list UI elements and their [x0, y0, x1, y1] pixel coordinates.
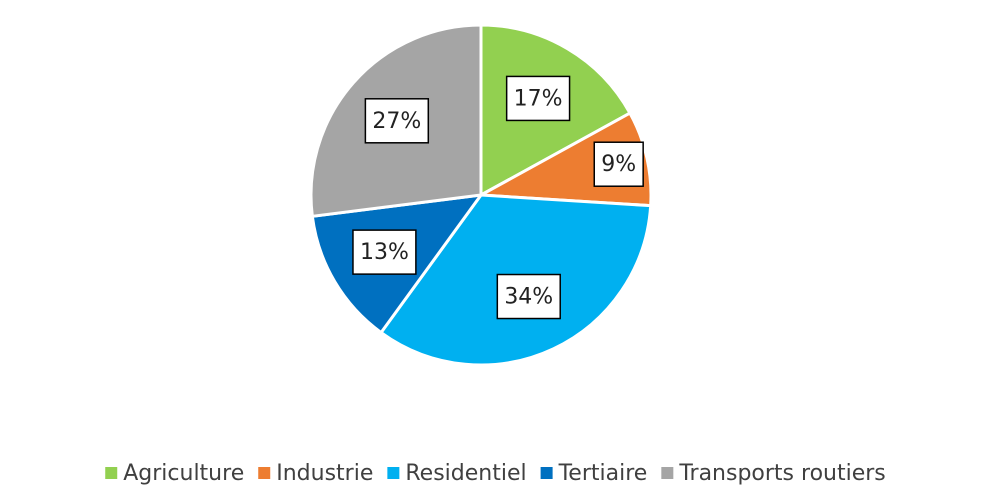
legend-swatch	[105, 467, 118, 479]
legend-swatch	[661, 467, 674, 479]
data-label-box	[352, 229, 417, 275]
data-label: 27%	[372, 109, 421, 134]
legend: Agriculture Industrie Residentiel Tertiaire…	[105, 461, 886, 486]
data-label-box	[593, 141, 644, 187]
data-label: 34%	[504, 285, 553, 310]
legend-label: Agriculture	[123, 461, 244, 486]
data-label: 17%	[514, 86, 563, 111]
data-label: 9%	[601, 152, 636, 177]
data-label-box	[364, 98, 430, 144]
data-label-box	[505, 75, 571, 122]
data-label: 13%	[360, 240, 409, 265]
legend-swatch	[387, 467, 400, 479]
data-label-box	[496, 273, 561, 320]
legend-swatch	[540, 467, 553, 479]
legend-label: Tertiaire	[558, 461, 648, 486]
legend-label: Industrie	[276, 461, 373, 486]
legend-label: Residentiel	[405, 461, 526, 486]
legend-label: Transports routiers	[678, 461, 885, 486]
legend-swatch	[258, 467, 271, 479]
